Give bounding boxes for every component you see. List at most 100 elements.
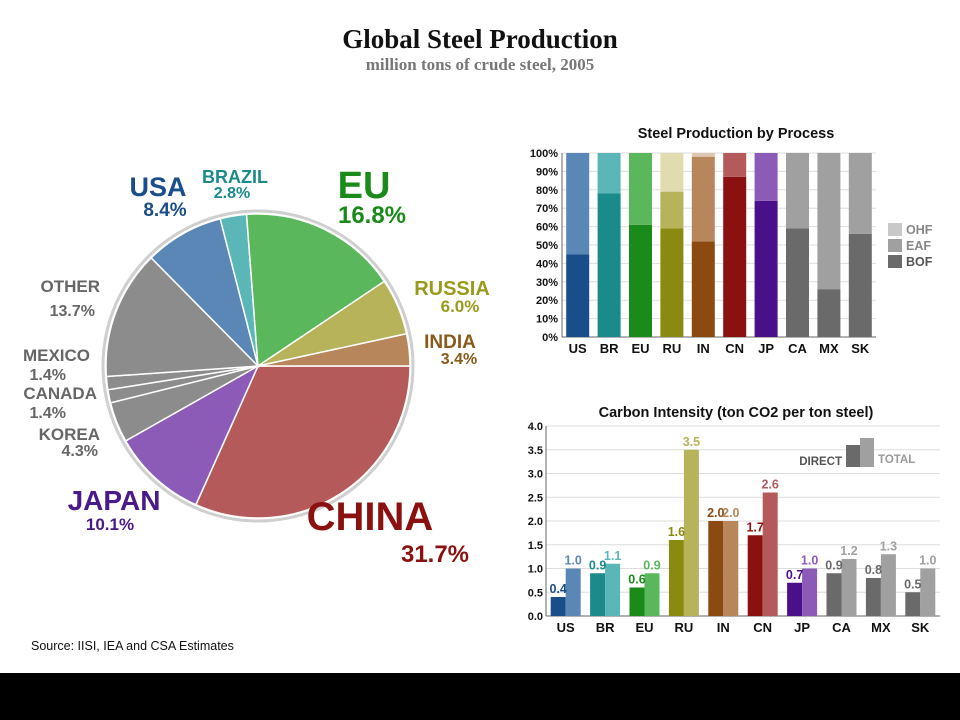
y-tick-label: 50%: [536, 240, 558, 252]
process-stacked-bar-chart: Steel Production by Process 0% 10% 20% 30% 40…: [530, 126, 933, 356]
pie-slice-japan: [124, 364, 260, 506]
legend-swatch-eaf: [888, 239, 902, 252]
bar-direct-mx: [865, 578, 881, 616]
bar-bof-jp: [754, 200, 778, 337]
pie-slice-china: [194, 365, 411, 519]
x-tick-label: SK: [851, 341, 870, 356]
y-tick-label: 2.5: [528, 492, 543, 504]
pie-percent-usa: 8.4%: [143, 200, 186, 221]
pie-label-brazil: BRAZIL: [202, 167, 268, 187]
bar-bof-in: [691, 241, 715, 337]
bar-ohf-ru: [660, 153, 684, 192]
bar-bof-ca: [786, 228, 809, 337]
bar-eaf-ru: [660, 191, 684, 229]
bar-direct-ru: [668, 540, 684, 616]
legend-label-eaf: EAF: [906, 239, 931, 253]
bar-bof-us: [566, 254, 590, 337]
bar-eaf-ca: [786, 153, 809, 229]
bar-direct-eu: [629, 587, 645, 616]
y-tick-label: 70%: [536, 203, 558, 215]
legend-swatch-total: [860, 438, 874, 467]
data-label-direct-mx: 0.8: [865, 563, 882, 577]
y-tick-label: 0.5: [528, 587, 543, 599]
bar-direct-cn: [747, 535, 763, 616]
bar-eaf-us: [566, 153, 590, 255]
bar-total-us: [565, 568, 581, 616]
pie-percent-india: 3.4%: [441, 351, 477, 368]
pie-percent-eu: 16.8%: [338, 202, 406, 229]
bar-eaf-eu: [629, 153, 652, 225]
y-tick-label: 2.0: [528, 516, 543, 528]
pie-label-eu: EU: [338, 165, 391, 207]
bar-eaf-br: [597, 153, 621, 194]
bar-bof-br: [597, 193, 621, 337]
y-tick-label: 3.0: [528, 469, 543, 481]
x-tick-label: IN: [717, 620, 730, 635]
bar-bof-cn: [723, 176, 747, 337]
bar-direct-us: [550, 597, 566, 616]
pie-label-korea: KOREA: [39, 425, 100, 444]
legend-swatch-bof: [888, 255, 902, 268]
pie-percent-other: 13.7%: [50, 303, 95, 320]
data-label-direct-in: 2.0: [707, 506, 724, 520]
pie-label-mexico: MEXICO: [23, 346, 90, 365]
pie-label-china: CHINA: [307, 495, 434, 539]
share-pie-chart: CHINA31.7%JAPAN10.1%KOREA4.3%CANADA1.4%M…: [23, 165, 490, 568]
data-label-total-br: 1.1: [604, 549, 621, 563]
x-tick-label: EU: [635, 620, 653, 635]
y-tick-label: 100%: [530, 148, 558, 160]
x-tick-label: RU: [663, 341, 682, 356]
pie-label-india: INDIA: [424, 332, 476, 353]
carbon-intensity-bar-chart: Carbon Intensity (ton CO2 per ton steel)…: [528, 405, 940, 635]
data-label-total-us: 1.0: [565, 554, 582, 568]
bar-bof-sk: [848, 233, 872, 337]
x-tick-label: RU: [675, 620, 694, 635]
chart-title: Steel Production by Process: [638, 126, 835, 142]
y-tick-label: 80%: [536, 185, 558, 197]
bar-eaf-jp: [754, 153, 778, 201]
x-tick-label: EU: [631, 341, 649, 356]
x-tick-label: CA: [788, 341, 807, 356]
legend-swatch-ohf: [888, 223, 902, 236]
y-tick-label: 40%: [536, 258, 558, 270]
pie-label-russia: RUSSIA: [414, 278, 490, 300]
bar-total-mx: [880, 554, 896, 616]
data-label-direct-eu: 0.6: [628, 573, 645, 587]
bar-total-cn: [762, 492, 778, 616]
pie-label-japan: JAPAN: [68, 485, 161, 516]
data-label-total-in: 2.0: [722, 506, 739, 520]
y-tick-label: 60%: [536, 222, 558, 234]
x-tick-label: US: [569, 341, 587, 356]
pie-slice-india: [257, 332, 411, 367]
data-label-direct-br: 0.9: [589, 558, 606, 572]
bar-total-ru: [683, 449, 699, 616]
bar-direct-ca: [826, 573, 842, 616]
pie-slice-eu: [245, 213, 386, 368]
y-tick-label: 20%: [536, 295, 558, 307]
y-tick-label: 4.0: [528, 421, 543, 433]
x-tick-label: MX: [871, 620, 891, 635]
bar-eaf-sk: [848, 153, 872, 234]
bar-bof-mx: [817, 289, 841, 337]
bar-direct-in: [708, 521, 724, 616]
bar-direct-jp: [787, 582, 803, 616]
pie-label-other: OTHER: [41, 277, 101, 296]
page-subtitle: million tons of crude steel, 2005: [365, 55, 595, 74]
bar-total-in: [723, 521, 739, 616]
bar-total-br: [605, 563, 621, 616]
pie-slice-other: [105, 256, 260, 378]
y-tick-label: 0%: [542, 332, 558, 344]
source-note: Source: IISI, IEA and CSA Estimates: [31, 639, 234, 653]
bar-bof-eu: [629, 224, 652, 337]
x-tick-label: JP: [758, 341, 774, 356]
data-label-total-ca: 1.2: [840, 544, 857, 558]
x-tick-label: BR: [600, 341, 619, 356]
y-tick-label: 30%: [536, 277, 558, 289]
pie-percent-brazil: 2.8%: [214, 185, 250, 202]
legend-label-total: TOTAL: [878, 454, 915, 466]
bar-eaf-mx: [817, 153, 841, 290]
x-tick-label: JP: [794, 620, 810, 635]
y-tick-label: 90%: [536, 166, 558, 178]
bar-direct-br: [590, 573, 606, 616]
pie-label-canada: CANADA: [23, 384, 97, 403]
